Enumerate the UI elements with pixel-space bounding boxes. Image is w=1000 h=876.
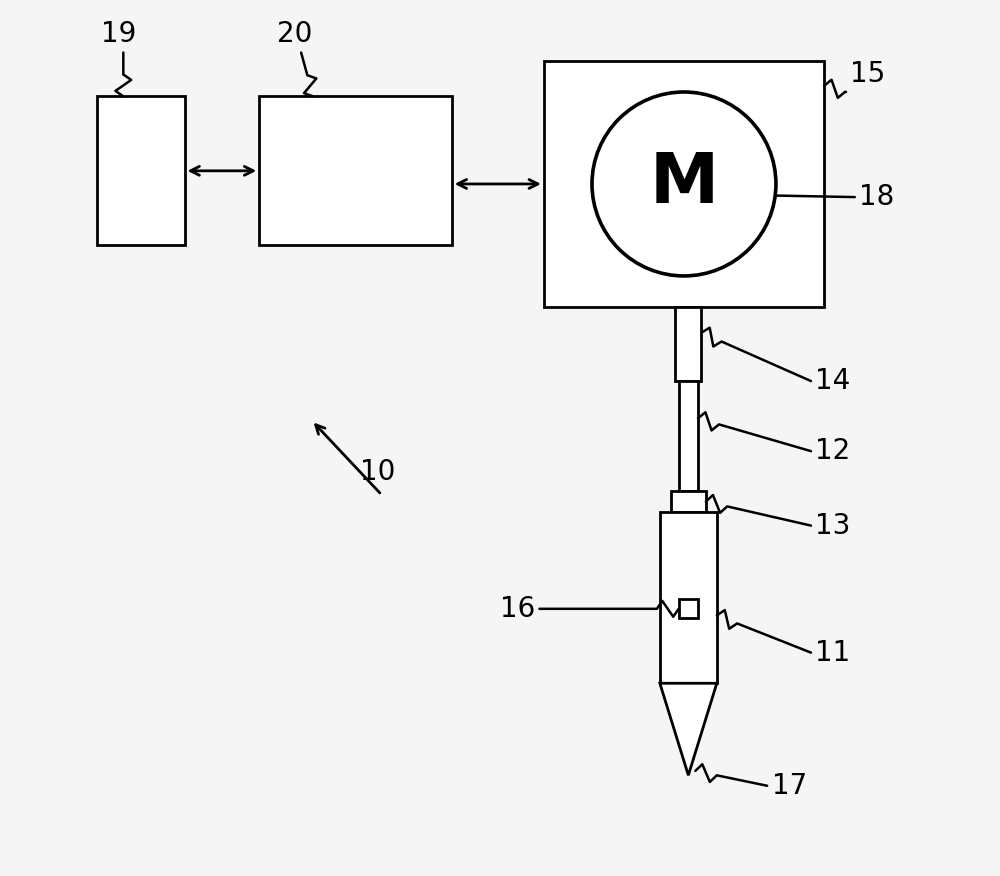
Text: 14: 14 <box>815 367 851 395</box>
Text: M: M <box>649 151 719 217</box>
Text: 20: 20 <box>277 20 312 48</box>
Text: 10: 10 <box>360 458 395 486</box>
Bar <box>679 381 698 491</box>
Text: 18: 18 <box>859 183 894 211</box>
Bar <box>97 96 185 245</box>
Bar <box>544 61 824 307</box>
Bar <box>671 491 706 512</box>
Text: 16: 16 <box>500 595 535 623</box>
Polygon shape <box>660 683 717 775</box>
Text: 15: 15 <box>850 60 886 88</box>
Text: 17: 17 <box>772 772 807 800</box>
Bar <box>679 599 698 618</box>
Text: 12: 12 <box>815 437 851 465</box>
Bar <box>675 307 701 381</box>
Text: 11: 11 <box>815 639 851 667</box>
Text: 13: 13 <box>815 512 851 540</box>
Bar <box>660 512 717 683</box>
Text: 19: 19 <box>101 20 137 48</box>
Circle shape <box>592 92 776 276</box>
Bar <box>259 96 452 245</box>
